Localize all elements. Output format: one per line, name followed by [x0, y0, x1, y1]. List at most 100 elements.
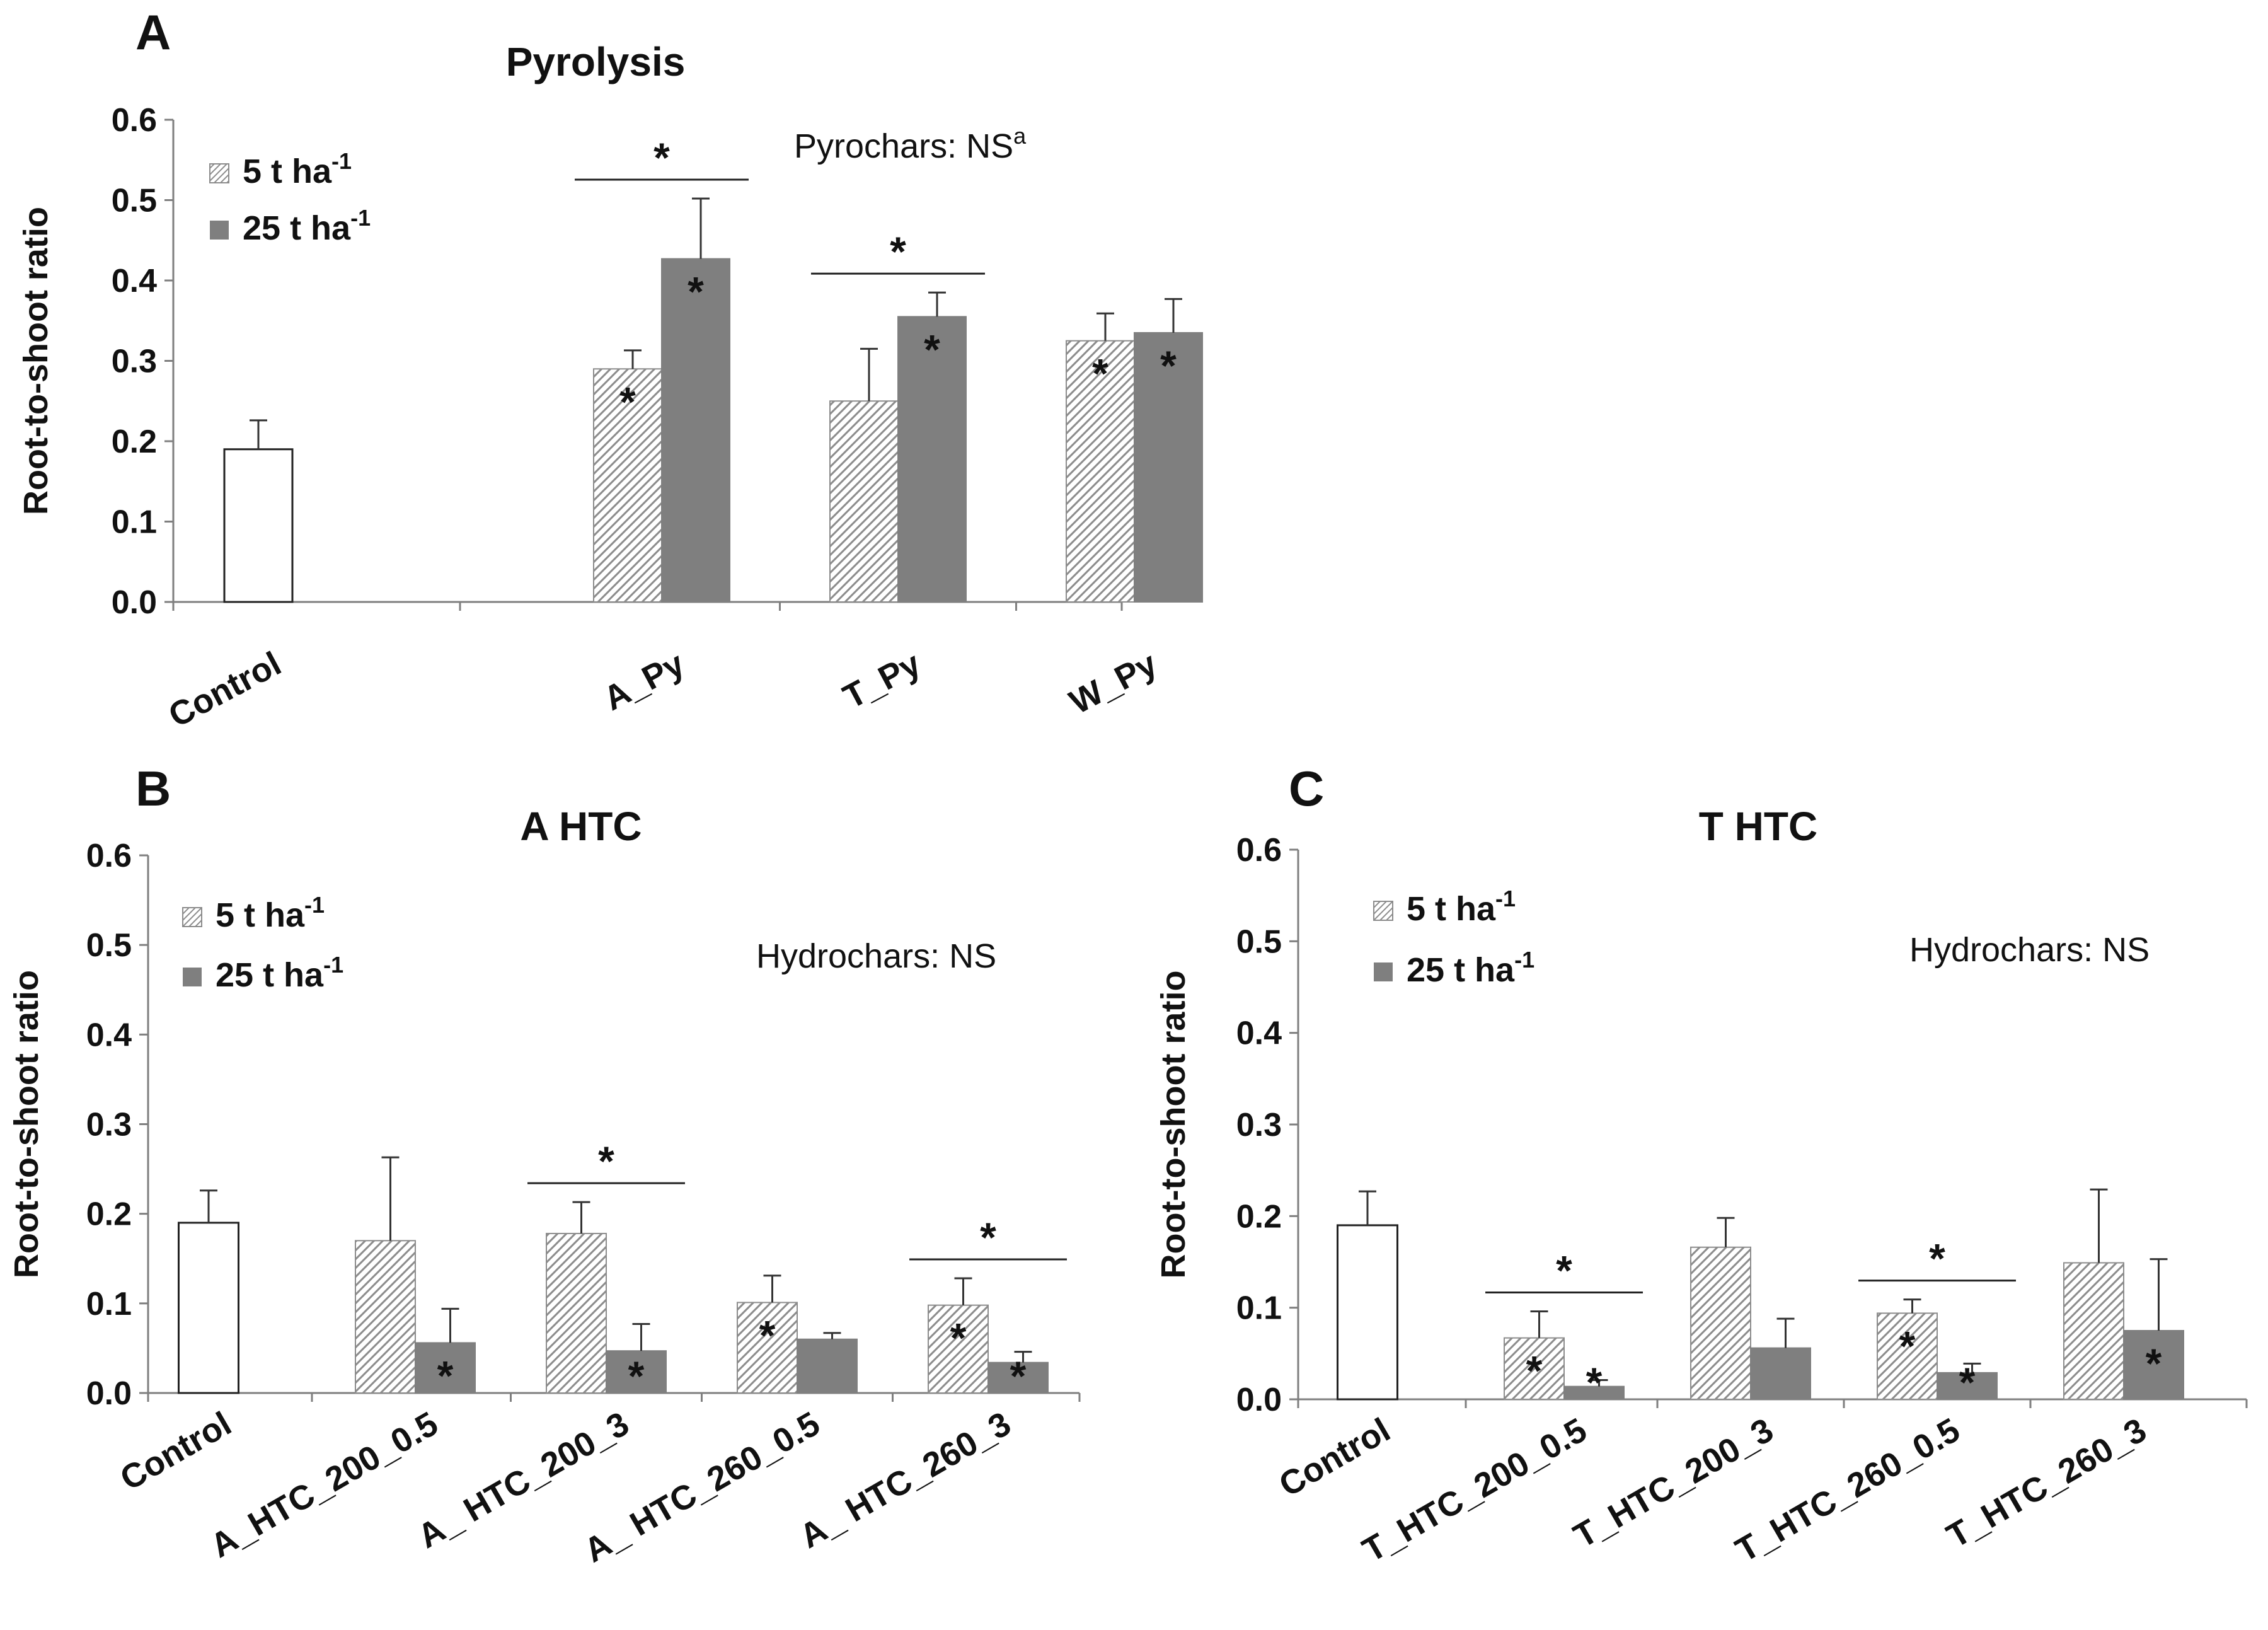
legend-swatch-5t	[1373, 901, 1393, 921]
legend-superscript: -1	[1514, 947, 1534, 973]
y-tick-label: 0.1	[112, 504, 157, 541]
note-text: Pyrochars: NS	[794, 127, 1013, 165]
x-category-label: T_HTC_260_3	[1940, 1411, 2153, 1555]
significance-star: *	[437, 1352, 454, 1399]
legend-swatch-25t	[1374, 962, 1393, 981]
pair-significance-star: *	[1929, 1235, 1945, 1282]
legend-label-5t: 5 t ha-1	[1407, 886, 1516, 928]
significance-star: *	[759, 1312, 776, 1358]
y-tick-label: 0.0	[112, 584, 157, 621]
y-tick-label: 0.5	[112, 183, 157, 219]
chart-panel-a: A Pyrolysis 0.0 0.1 0.2 0.3 0.4 0.5 0.6 Root-to-s…	[17, 4, 1203, 735]
legend-text-25t: 25 t ha	[1407, 951, 1515, 989]
note-text: Hydrochars: NS	[756, 937, 996, 975]
significance-star: *	[950, 1315, 967, 1361]
bar-25t	[987, 1361, 1049, 1394]
legend-superscript: -1	[304, 892, 325, 918]
significance-star: *	[1010, 1353, 1027, 1399]
pair-significance-star: *	[1556, 1247, 1572, 1293]
y-tick-label: 0.1	[1236, 1290, 1282, 1327]
panel-letter: A	[135, 4, 171, 60]
y-tick-label: 0.3	[1236, 1107, 1282, 1143]
x-category-label: Control	[114, 1404, 238, 1498]
legend-superscript: -1	[1495, 886, 1516, 911]
pair-significance-star: *	[980, 1214, 996, 1261]
legend-swatch-5t	[182, 907, 202, 927]
legend-swatch-25t	[183, 968, 202, 986]
y-tick-label: 0.2	[1236, 1198, 1282, 1235]
bar-5t	[737, 1302, 798, 1394]
x-category-label: Control	[163, 645, 287, 735]
y-axis-label: Root-to-shoot ratio	[8, 970, 45, 1278]
legend-superscript: -1	[350, 205, 371, 231]
significance-star: *	[1899, 1322, 1916, 1369]
y-tick-label: 0.5	[1236, 923, 1282, 960]
legend-text-25t: 25 t ha	[243, 209, 351, 247]
legend: 5 t ha-125 t ha-1	[1373, 886, 1534, 989]
significance-note: Hydrochars: NS	[1909, 931, 2150, 969]
chart-title: T HTC	[1699, 804, 1817, 849]
bar-control	[1337, 1224, 1398, 1401]
y-tick-label: 0.5	[86, 927, 132, 964]
y-axis-label: Root-to-shoot ratio	[17, 207, 55, 515]
bar-25t	[1134, 332, 1203, 603]
bar-5t	[546, 1232, 607, 1394]
y-tick-label: 0.1	[86, 1286, 132, 1322]
chart-panel-b: B A HTC 0.0 0.1 0.2 0.3 0.4 0.5 0.6 Root-to-shoot…	[8, 761, 1081, 1570]
bar-5t	[829, 400, 899, 603]
legend-swatch-25t	[210, 221, 229, 240]
legend-text-5t: 5 t ha	[1407, 890, 1496, 928]
y-tick-label: 0.3	[112, 344, 157, 380]
note-text: Hydrochars: NS	[1909, 931, 2150, 969]
y-tick-label: 0.4	[86, 1017, 132, 1053]
legend-label-25t: 25 t ha-1	[216, 952, 343, 994]
bar-25t	[606, 1350, 667, 1394]
bar-25t	[797, 1338, 858, 1394]
legend-label-5t: 5 t ha-1	[243, 148, 352, 190]
chart-title: Pyrolysis	[506, 39, 686, 84]
pair-significance-star: *	[598, 1138, 614, 1184]
bar-control	[223, 448, 294, 603]
bar-5t	[355, 1240, 416, 1394]
bar-5t	[1690, 1246, 1751, 1401]
bar-5t	[593, 368, 662, 603]
significance-note: Hydrochars: NS	[756, 937, 996, 975]
significance-star: *	[688, 269, 704, 315]
significance-note: Pyrochars: NSa	[794, 123, 1027, 165]
bar-5t	[2063, 1262, 2124, 1401]
significance-star: *	[1959, 1359, 1976, 1406]
bar-25t	[1563, 1385, 1625, 1400]
significance-star: *	[924, 326, 940, 373]
significance-star: *	[1160, 342, 1177, 389]
bar-25t	[1750, 1347, 1811, 1400]
legend-label-25t: 25 t ha-1	[243, 205, 371, 247]
bar-25t	[897, 316, 967, 603]
pair-significance-star: *	[890, 228, 906, 275]
y-tick-label: 0.0	[1236, 1382, 1282, 1418]
bar-control	[178, 1222, 239, 1394]
panel-letter: B	[135, 761, 171, 816]
legend-swatch-5t	[209, 163, 229, 183]
y-axis-label: Root-to-shoot ratio	[1154, 971, 1192, 1279]
legend-text-5t: 5 t ha	[243, 153, 332, 190]
significance-star: *	[619, 378, 636, 425]
bar-5t	[1877, 1312, 1938, 1401]
note-superscript: a	[1013, 123, 1027, 149]
x-category-label: A_HTC_200_0.5	[204, 1404, 444, 1565]
legend-label-25t: 25 t ha-1	[1407, 947, 1534, 989]
y-tick-label: 0.2	[112, 424, 157, 460]
x-category-label: T_Py	[837, 645, 926, 717]
significance-star: *	[628, 1353, 645, 1399]
legend: 5 t ha-125 t ha-1	[209, 148, 371, 247]
y-tick-label: 0.4	[112, 263, 157, 299]
y-tick-label: 0.6	[112, 102, 157, 139]
x-category-label: Control	[1273, 1411, 1396, 1504]
significance-star: *	[1526, 1348, 1543, 1394]
bar-5t	[1504, 1337, 1565, 1401]
bar-5t	[1066, 340, 1135, 603]
y-tick-label: 0.3	[86, 1107, 132, 1143]
panel-letter: C	[1289, 761, 1324, 816]
legend-superscript: -1	[323, 952, 343, 978]
y-tick-label: 0.6	[1236, 832, 1282, 869]
